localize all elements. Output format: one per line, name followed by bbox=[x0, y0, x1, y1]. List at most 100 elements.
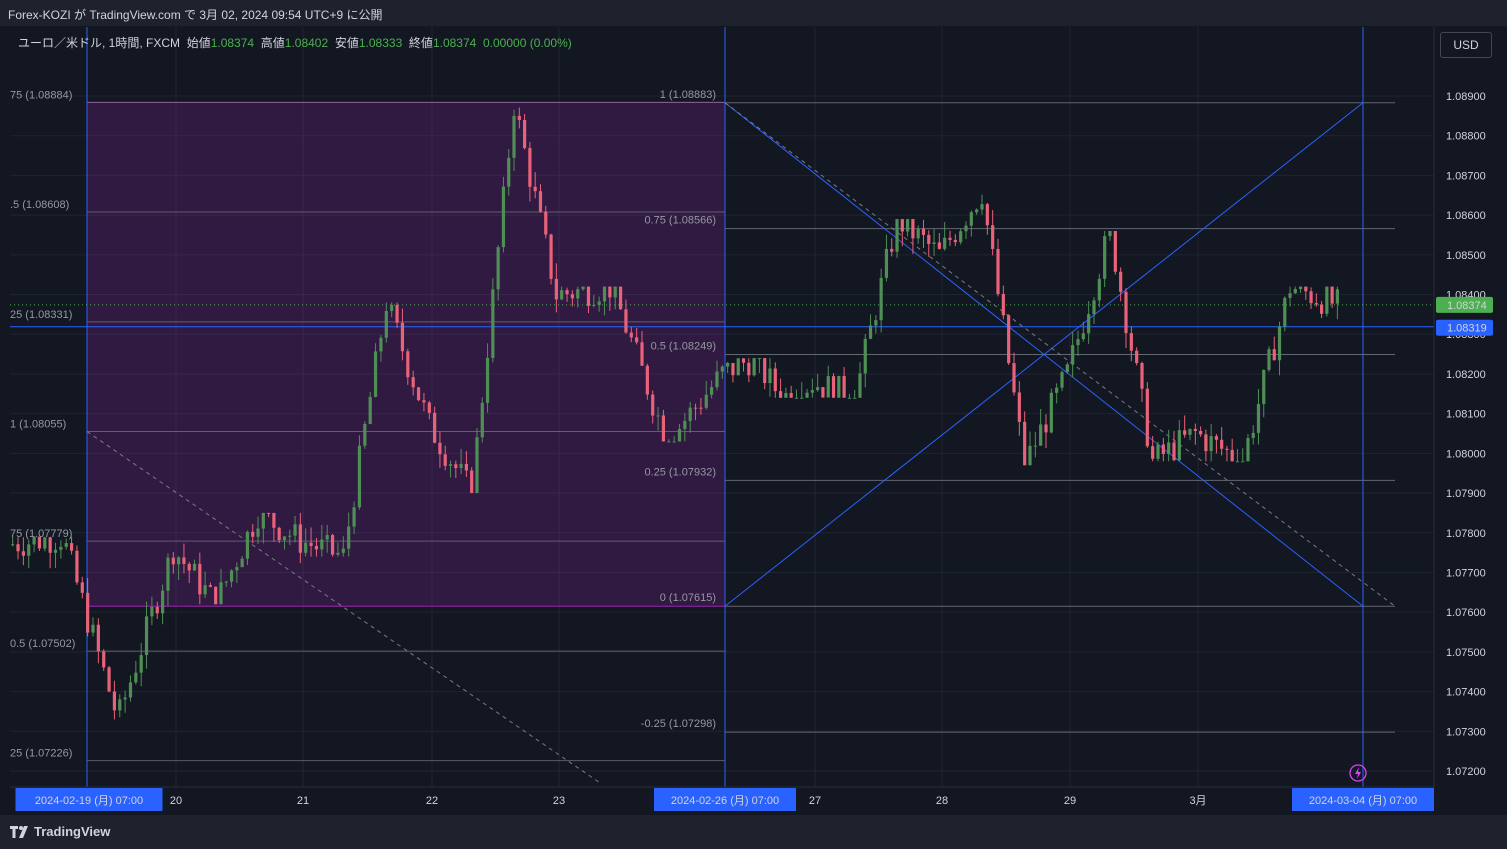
candle-body bbox=[1001, 293, 1005, 316]
candle-body bbox=[757, 358, 762, 360]
candle-body bbox=[948, 237, 952, 240]
fib-zone bbox=[87, 102, 725, 607]
candle-body bbox=[916, 228, 920, 239]
candle-body bbox=[309, 542, 313, 546]
candle-body bbox=[554, 278, 558, 300]
candle-body bbox=[821, 387, 825, 398]
candle-body bbox=[635, 337, 639, 343]
candle-body bbox=[672, 441, 676, 443]
candlestick-chart[interactable]: 75 (1.08884) .5 (1.08608) 25 (1.08331) 1 (1… bbox=[10, 27, 1497, 814]
candle-body bbox=[1209, 436, 1213, 452]
candle-body bbox=[96, 624, 100, 652]
candle-body bbox=[661, 415, 666, 442]
candle-body bbox=[320, 539, 324, 550]
candle-body bbox=[1060, 372, 1064, 388]
candle-body bbox=[773, 368, 777, 392]
time-tick-label: 21 bbox=[297, 795, 309, 807]
candle-body bbox=[288, 535, 292, 537]
candle-body bbox=[1319, 304, 1324, 314]
candle-body bbox=[618, 286, 623, 310]
candle-body bbox=[959, 231, 963, 243]
candle-body bbox=[1225, 448, 1229, 450]
candle-body bbox=[245, 531, 250, 559]
candle-body bbox=[921, 228, 926, 235]
candle-body bbox=[1199, 430, 1203, 435]
candle-body bbox=[533, 186, 537, 192]
candle-body bbox=[576, 289, 580, 299]
candle-body bbox=[985, 204, 989, 226]
candle-body bbox=[485, 357, 490, 403]
candle-body bbox=[789, 393, 793, 398]
candle-body bbox=[1007, 315, 1011, 364]
time-tick-label: 27 bbox=[809, 795, 821, 807]
candle-body bbox=[427, 402, 431, 413]
candle-body bbox=[651, 394, 655, 416]
candle-body bbox=[75, 550, 79, 583]
lightning-icon-bolt bbox=[1355, 767, 1361, 779]
candle-body bbox=[523, 120, 527, 149]
price-tick-label: 1.08100 bbox=[1446, 409, 1486, 421]
candle-body bbox=[256, 528, 260, 537]
candle-body bbox=[874, 320, 878, 326]
candle-body bbox=[645, 365, 649, 395]
candle-body bbox=[1304, 286, 1308, 292]
candle-body bbox=[1017, 392, 1021, 422]
time-badge-label: 2024-02-19 (月) 07:00 bbox=[35, 795, 143, 807]
candle-body bbox=[927, 234, 931, 244]
candle-body bbox=[565, 290, 569, 295]
candle-body bbox=[390, 304, 394, 311]
candle-body bbox=[629, 332, 633, 338]
candle-body bbox=[235, 567, 239, 571]
candle-body bbox=[363, 423, 367, 446]
candle-body bbox=[208, 585, 212, 587]
candle-body bbox=[975, 209, 979, 213]
price-tick-label: 1.08700 bbox=[1446, 170, 1486, 182]
candle-body bbox=[996, 248, 1000, 294]
candle-body bbox=[805, 392, 809, 398]
currency-button[interactable]: USD bbox=[1440, 32, 1492, 58]
fib-left-label: 1 (1.08055) bbox=[10, 419, 66, 431]
legend-high-value: 1.08402 bbox=[284, 36, 329, 50]
symbol-legend: ユーロ／米ドル, 1時間, FXCM 始値1.08374 高値1.08402 安… bbox=[18, 34, 572, 51]
footer-bar bbox=[0, 815, 1507, 849]
candle-body bbox=[240, 558, 244, 568]
current-price-badge bbox=[1436, 296, 1493, 313]
candle-body bbox=[144, 616, 149, 656]
candle-body bbox=[1272, 349, 1276, 361]
fib-left-label: 0.5 (1.07502) bbox=[10, 638, 75, 650]
price-tick-label: 1.07400 bbox=[1446, 687, 1486, 699]
lightning-icon bbox=[1349, 764, 1367, 782]
candle-body bbox=[161, 590, 165, 614]
candle-body bbox=[570, 294, 574, 299]
candle-body bbox=[1113, 231, 1117, 272]
candle-body bbox=[1204, 434, 1208, 452]
candle-body bbox=[800, 397, 804, 399]
candle-body bbox=[980, 204, 984, 210]
candle-body bbox=[710, 387, 714, 395]
candle-body bbox=[80, 582, 84, 593]
legend-close-label: 終値 bbox=[408, 36, 433, 50]
candle-body bbox=[150, 606, 154, 617]
chart-area[interactable]: 75 (1.08884) .5 (1.08608) 25 (1.08331) 1 (1… bbox=[10, 27, 1497, 814]
price-tick-label: 1.08900 bbox=[1446, 91, 1486, 103]
tradingview-logo-icon bbox=[10, 825, 28, 838]
candle-body bbox=[470, 470, 474, 494]
candle-body bbox=[298, 524, 302, 553]
candle-body bbox=[1124, 291, 1128, 334]
fib-left-label: 75 (1.07779) bbox=[10, 528, 72, 540]
time-badge-label: 2024-03-04 (月) 07:00 bbox=[1309, 795, 1417, 807]
candle-body bbox=[704, 394, 708, 408]
candle-body bbox=[314, 545, 319, 550]
candle-body bbox=[112, 691, 117, 711]
candle-body bbox=[422, 400, 426, 403]
price-tick-label: 1.08000 bbox=[1446, 448, 1486, 460]
candle-body bbox=[1097, 278, 1101, 301]
candle-body bbox=[1076, 339, 1080, 346]
tradingview-logo[interactable]: TradingView bbox=[10, 824, 110, 839]
candle-body bbox=[1129, 333, 1133, 351]
candle-body bbox=[1325, 286, 1329, 314]
candle-body bbox=[1087, 314, 1091, 334]
candle-body bbox=[1220, 439, 1224, 449]
candle-body bbox=[443, 454, 447, 466]
candle-body bbox=[219, 582, 223, 605]
